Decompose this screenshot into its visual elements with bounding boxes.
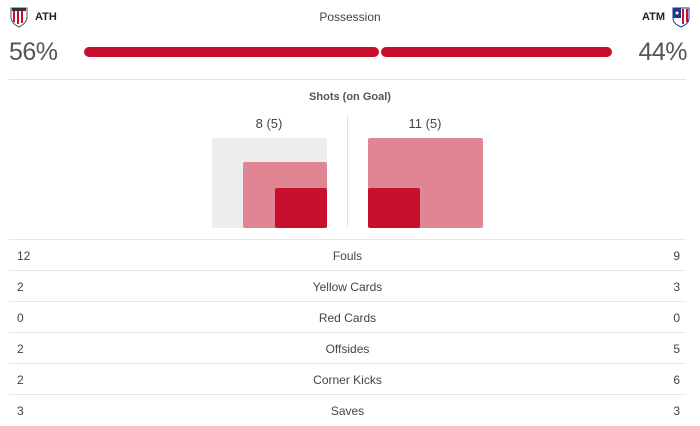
home-stat-value: 3 (17, 404, 24, 418)
stat-row-yellow-cards: 2 Yellow Cards 3 (9, 270, 686, 301)
home-stat-value: 2 (17, 342, 24, 356)
shots-separator (347, 115, 348, 228)
home-stat-value: 2 (17, 280, 24, 294)
stat-label: Fouls (332, 249, 363, 263)
section-divider (9, 79, 686, 80)
away-team-abbr: ATM (641, 11, 665, 23)
home-team-abbr: ATH (35, 11, 57, 23)
stat-row-offsides: 2 Offsides 5 (9, 332, 686, 363)
shots-title: Shots (on Goal) (309, 91, 391, 103)
home-stat-value: 12 (17, 249, 31, 263)
stat-row-red-cards: 0 Red Cards 0 (9, 301, 686, 332)
athletic-bilbao-crest-icon (10, 7, 28, 28)
atletico-madrid-crest-icon (672, 7, 690, 28)
stat-row-corner-kicks: 2 Corner Kicks 6 (9, 363, 686, 394)
away-stat-value: 3 (673, 404, 680, 418)
stat-label: Red Cards (318, 311, 377, 325)
away-stat-value: 3 (673, 280, 680, 294)
away-stat-value: 0 (673, 311, 680, 325)
away-stat-value: 9 (673, 249, 680, 263)
stat-row-fouls: 12 Fouls 9 (9, 239, 686, 270)
stat-label: Offsides (325, 342, 370, 356)
stat-label: Corner Kicks (313, 373, 382, 387)
home-possession-value: 56% (9, 38, 58, 66)
away-stat-value: 6 (673, 373, 680, 387)
stat-label: Yellow Cards (312, 280, 383, 294)
away-shots-on-goal-box (368, 188, 420, 228)
home-team[interactable]: ATH (9, 6, 57, 28)
away-team[interactable]: ATM (642, 6, 691, 28)
possession-title: Possession (319, 10, 381, 24)
away-stat-value: 5 (673, 342, 680, 356)
away-shots-count: 11 (5) (408, 116, 442, 131)
home-stat-value: 0 (17, 311, 24, 325)
home-shots-on-goal-box (275, 188, 327, 228)
away-possession-bar (381, 47, 612, 57)
home-stat-value: 2 (17, 373, 24, 387)
stat-row-saves: 3 Saves 3 (9, 394, 686, 425)
home-shots-count: 8 (5) (255, 116, 283, 131)
away-possession-value: 44% (638, 38, 687, 66)
home-possession-bar (84, 47, 379, 57)
stat-label: Saves (330, 404, 365, 418)
